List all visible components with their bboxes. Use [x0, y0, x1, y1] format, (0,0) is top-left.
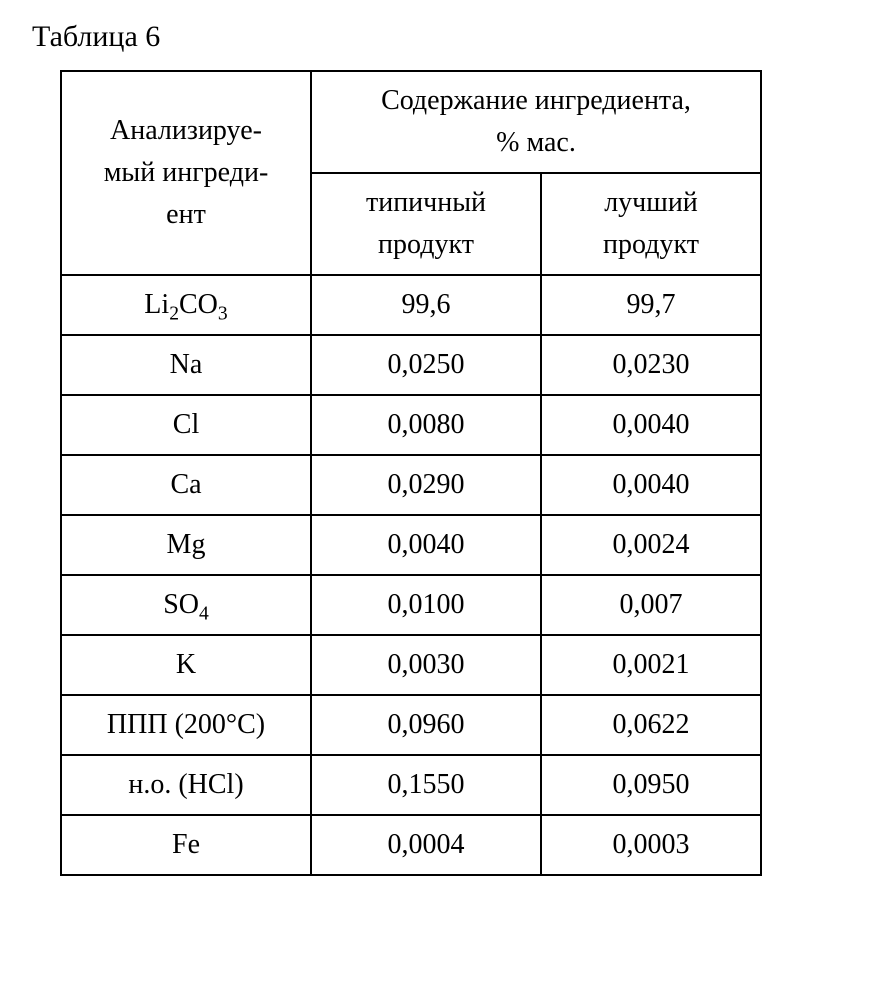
table-row: Na0,02500,0230 — [61, 335, 761, 395]
cell-ingredient: Ca — [61, 455, 311, 515]
cell-best: 0,0003 — [541, 815, 761, 875]
cell-typical: 99,6 — [311, 275, 541, 335]
table-row: Ca0,02900,0040 — [61, 455, 761, 515]
table-row: н.о. (HCl)0,15500,0950 — [61, 755, 761, 815]
table-row: SO40,01000,007 — [61, 575, 761, 635]
table-body: Li2CO399,699,7Na0,02500,0230Cl0,00800,00… — [61, 275, 761, 875]
header-content-group: Содержание ингредиента, % мас. — [311, 71, 761, 173]
header-best-line1: лучший — [604, 187, 698, 218]
header-best: лучший продукт — [541, 173, 761, 275]
cell-ingredient: Cl — [61, 395, 311, 455]
header-ingredient-line2: мый ингреди- — [104, 157, 269, 188]
table-caption: Таблица 6 — [32, 20, 843, 54]
table-row: Mg0,00400,0024 — [61, 515, 761, 575]
cell-ingredient: SO4 — [61, 575, 311, 635]
header-best-line2: продукт — [603, 229, 699, 260]
table-row: K0,00300,0021 — [61, 635, 761, 695]
header-typical-line1: типичный — [366, 187, 486, 218]
cell-typical: 0,0100 — [311, 575, 541, 635]
table-row: Cl0,00800,0040 — [61, 395, 761, 455]
cell-ingredient: K — [61, 635, 311, 695]
cell-best: 0,0040 — [541, 395, 761, 455]
data-table: Анализируе- мый ингреди- ент Содержание … — [60, 70, 762, 876]
table-row: Fe0,00040,0003 — [61, 815, 761, 875]
cell-typical: 0,0080 — [311, 395, 541, 455]
cell-typical: 0,1550 — [311, 755, 541, 815]
table-row: Li2CO399,699,7 — [61, 275, 761, 335]
header-content-line2: % мас. — [496, 127, 576, 158]
header-row-1: Анализируе- мый ингреди- ент Содержание … — [61, 71, 761, 173]
header-ingredient: Анализируе- мый ингреди- ент — [61, 71, 311, 275]
cell-ingredient: н.о. (HCl) — [61, 755, 311, 815]
cell-typical: 0,0960 — [311, 695, 541, 755]
cell-ingredient: Mg — [61, 515, 311, 575]
header-typical: типичный продукт — [311, 173, 541, 275]
cell-typical: 0,0290 — [311, 455, 541, 515]
cell-ingredient: Li2CO3 — [61, 275, 311, 335]
cell-typical: 0,0250 — [311, 335, 541, 395]
cell-best: 0,0230 — [541, 335, 761, 395]
cell-best: 0,0021 — [541, 635, 761, 695]
header-typical-line2: продукт — [378, 229, 474, 260]
cell-typical: 0,0030 — [311, 635, 541, 695]
cell-ingredient: Fe — [61, 815, 311, 875]
cell-best: 0,0040 — [541, 455, 761, 515]
cell-best: 0,007 — [541, 575, 761, 635]
cell-typical: 0,0004 — [311, 815, 541, 875]
cell-ingredient: Na — [61, 335, 311, 395]
cell-best: 0,0950 — [541, 755, 761, 815]
header-content-line1: Содержание ингредиента, — [381, 85, 691, 116]
table-row: ППП (200°C)0,09600,0622 — [61, 695, 761, 755]
cell-best: 99,7 — [541, 275, 761, 335]
header-ingredient-line3: ент — [166, 199, 206, 230]
header-ingredient-line1: Анализируе- — [110, 115, 262, 146]
cell-typical: 0,0040 — [311, 515, 541, 575]
cell-ingredient: ППП (200°C) — [61, 695, 311, 755]
cell-best: 0,0024 — [541, 515, 761, 575]
cell-best: 0,0622 — [541, 695, 761, 755]
